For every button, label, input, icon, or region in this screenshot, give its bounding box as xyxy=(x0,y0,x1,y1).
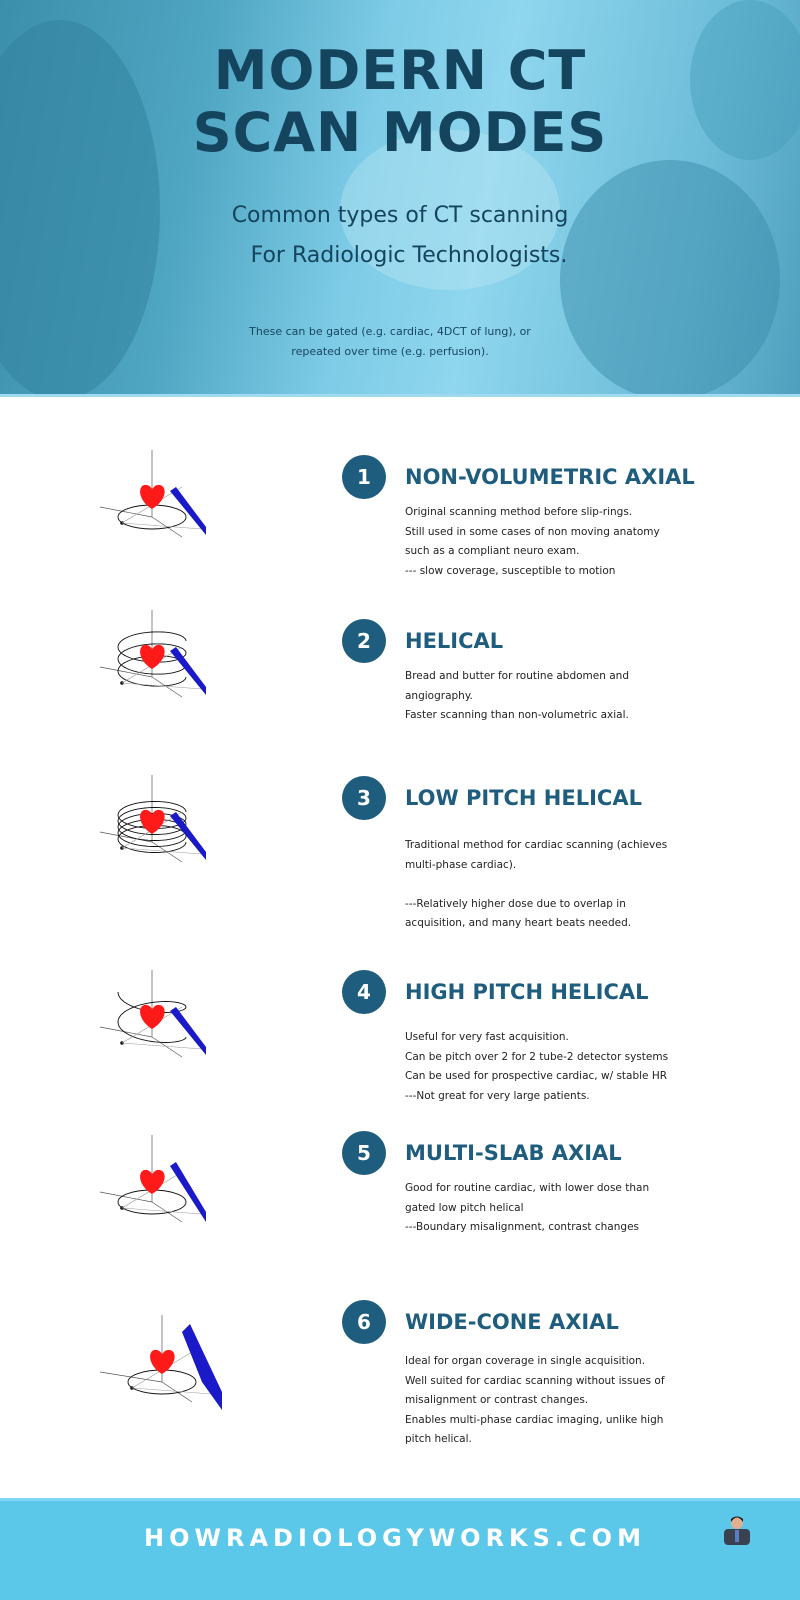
mode-description: Original scanning method before slip-rin… xyxy=(405,503,705,581)
y-axis xyxy=(151,516,183,538)
helical-orbit xyxy=(117,801,187,853)
description-line: Original scanning method before slip-rin… xyxy=(405,506,633,518)
description-line: ---Not great for very large patients. xyxy=(405,1089,590,1102)
mode-description: Traditional method for cardiac scanning … xyxy=(405,836,705,934)
mode-title: HELICAL xyxy=(405,629,504,653)
mode-description: Bread and butter for routine abdomen and… xyxy=(405,667,705,726)
step-number-badge: 4 xyxy=(342,970,386,1014)
mode-title: HIGH PITCH HELICAL xyxy=(405,980,649,1004)
description-line: multi-phase cardiac). xyxy=(405,858,517,871)
note-line: These can be gated (e.g. cardiac, 4DCT o… xyxy=(249,325,531,338)
detector-panel xyxy=(170,812,206,860)
description-line: Enables multi-phase cardiac imaging, unl… xyxy=(405,1413,664,1426)
description-line: pitch helical. xyxy=(405,1433,472,1445)
subtitle: Common types of CT scanning For Radiolog… xyxy=(0,196,800,276)
step-number-badge: 3 xyxy=(342,776,386,820)
high-pitch-helical-diagram xyxy=(99,970,206,1058)
multi-slab-axial-diagram xyxy=(99,1135,206,1223)
detector-panel xyxy=(170,487,206,535)
description-line: Good for routine cardiac, with lower dos… xyxy=(405,1182,650,1194)
beam-line xyxy=(121,522,203,530)
description-line: Bread and butter for routine abdomen and xyxy=(405,670,629,682)
x-axis xyxy=(99,831,153,843)
heart-icon xyxy=(140,484,165,509)
description-line: Can be pitch over 2 for 2 tube-2 detecto… xyxy=(405,1050,669,1063)
helical-orbit xyxy=(117,631,187,687)
footer: HOWRADIOLOGYWORKS.COM xyxy=(0,1498,800,1600)
beam-line xyxy=(121,682,203,690)
description-line: --- slow coverage, susceptible to motion xyxy=(405,564,616,577)
y-axis xyxy=(151,1201,183,1223)
xray-tube xyxy=(120,1206,124,1210)
author-avatar xyxy=(724,1516,750,1545)
x-axis xyxy=(99,1191,153,1203)
mode-description: Useful for very fast acquisition. Can be … xyxy=(405,1028,705,1106)
page-title: MODERN CT SCAN MODES xyxy=(0,40,800,164)
description-line: gated low pitch helical xyxy=(405,1201,524,1214)
detector-panel xyxy=(170,1007,206,1055)
beam-line xyxy=(121,1042,203,1050)
intro-note: These can be gated (e.g. cardiac, 4DCT o… xyxy=(0,322,740,362)
y-axis xyxy=(151,1036,183,1058)
x-axis xyxy=(99,666,153,678)
description-line: Still used in some cases of non moving a… xyxy=(405,525,660,538)
beam-line xyxy=(131,1387,213,1395)
description-line: misalignment or contrast changes. xyxy=(405,1394,589,1406)
detector-panel xyxy=(170,1162,206,1222)
wide-cone-axial-diagram xyxy=(99,1315,222,1410)
xray-tube xyxy=(120,1041,124,1045)
subtitle-line: For Radiologic Technologists. xyxy=(250,243,568,268)
description-line: ---Relatively higher dose due to overlap… xyxy=(405,897,626,910)
description-line xyxy=(405,875,705,895)
beam-line xyxy=(121,847,203,855)
divider xyxy=(0,394,800,397)
description-line: Ideal for organ coverage in single acqui… xyxy=(405,1355,646,1367)
description-line: Well suited for cardiac scanning without… xyxy=(405,1374,665,1387)
heart-icon xyxy=(140,1169,165,1194)
mode-title: WIDE-CONE AXIAL xyxy=(405,1310,619,1334)
heart-icon xyxy=(150,1349,175,1374)
xray-tube xyxy=(120,521,124,525)
step-number-badge: 6 xyxy=(342,1300,386,1344)
title-line: SCAN MODES xyxy=(192,101,608,164)
heart-icon xyxy=(140,809,165,834)
step-number-badge: 2 xyxy=(342,619,386,663)
y-axis xyxy=(151,676,183,698)
description-line: ---Boundary misalignment, contrast chang… xyxy=(405,1221,639,1233)
x-axis xyxy=(99,506,153,518)
detector-panel xyxy=(182,1324,222,1410)
mode-title: NON-VOLUMETRIC AXIAL xyxy=(405,465,695,489)
step-number-badge: 1 xyxy=(342,455,386,499)
site-link[interactable]: HOWRADIOLOGYWORKS.COM xyxy=(144,1524,646,1552)
step-number-badge: 5 xyxy=(342,1131,386,1175)
mode-description: Ideal for organ coverage in single acqui… xyxy=(405,1352,705,1450)
header-banner: MODERN CT SCAN MODES Common types of CT … xyxy=(0,0,800,396)
description-line: angiography. xyxy=(405,689,473,702)
heart-icon xyxy=(140,1004,165,1029)
description-line: Faster scanning than non-volumetric axia… xyxy=(405,709,629,721)
description-line: Traditional method for cardiac scanning … xyxy=(405,839,668,851)
detector-panel xyxy=(170,647,206,695)
x-axis xyxy=(99,1026,153,1038)
heart-icon xyxy=(140,644,165,669)
mode-description: Good for routine cardiac, with lower dos… xyxy=(405,1179,705,1238)
low-pitch-helical-diagram xyxy=(99,775,206,863)
mode-title: MULTI-SLAB AXIAL xyxy=(405,1141,622,1165)
description-line: Can be used for prospective cardiac, w/ … xyxy=(405,1070,668,1082)
mode-title: LOW PITCH HELICAL xyxy=(405,786,642,810)
description-line: such as a compliant neuro exam. xyxy=(405,545,580,557)
title-line: MODERN CT xyxy=(213,39,587,102)
helical-scan-diagram xyxy=(99,610,206,698)
subtitle-line: Common types of CT scanning xyxy=(231,203,569,228)
beam-line xyxy=(121,1207,203,1215)
description-line: acquisition, and many heart beats needed… xyxy=(405,917,632,929)
axial-scan-diagram xyxy=(99,450,206,538)
y-axis xyxy=(161,1381,193,1403)
xray-tube xyxy=(120,681,124,685)
note-line: repeated over time (e.g. perfusion). xyxy=(291,345,489,358)
description-line: Useful for very fast acquisition. xyxy=(405,1031,569,1043)
xray-tube xyxy=(120,846,124,850)
